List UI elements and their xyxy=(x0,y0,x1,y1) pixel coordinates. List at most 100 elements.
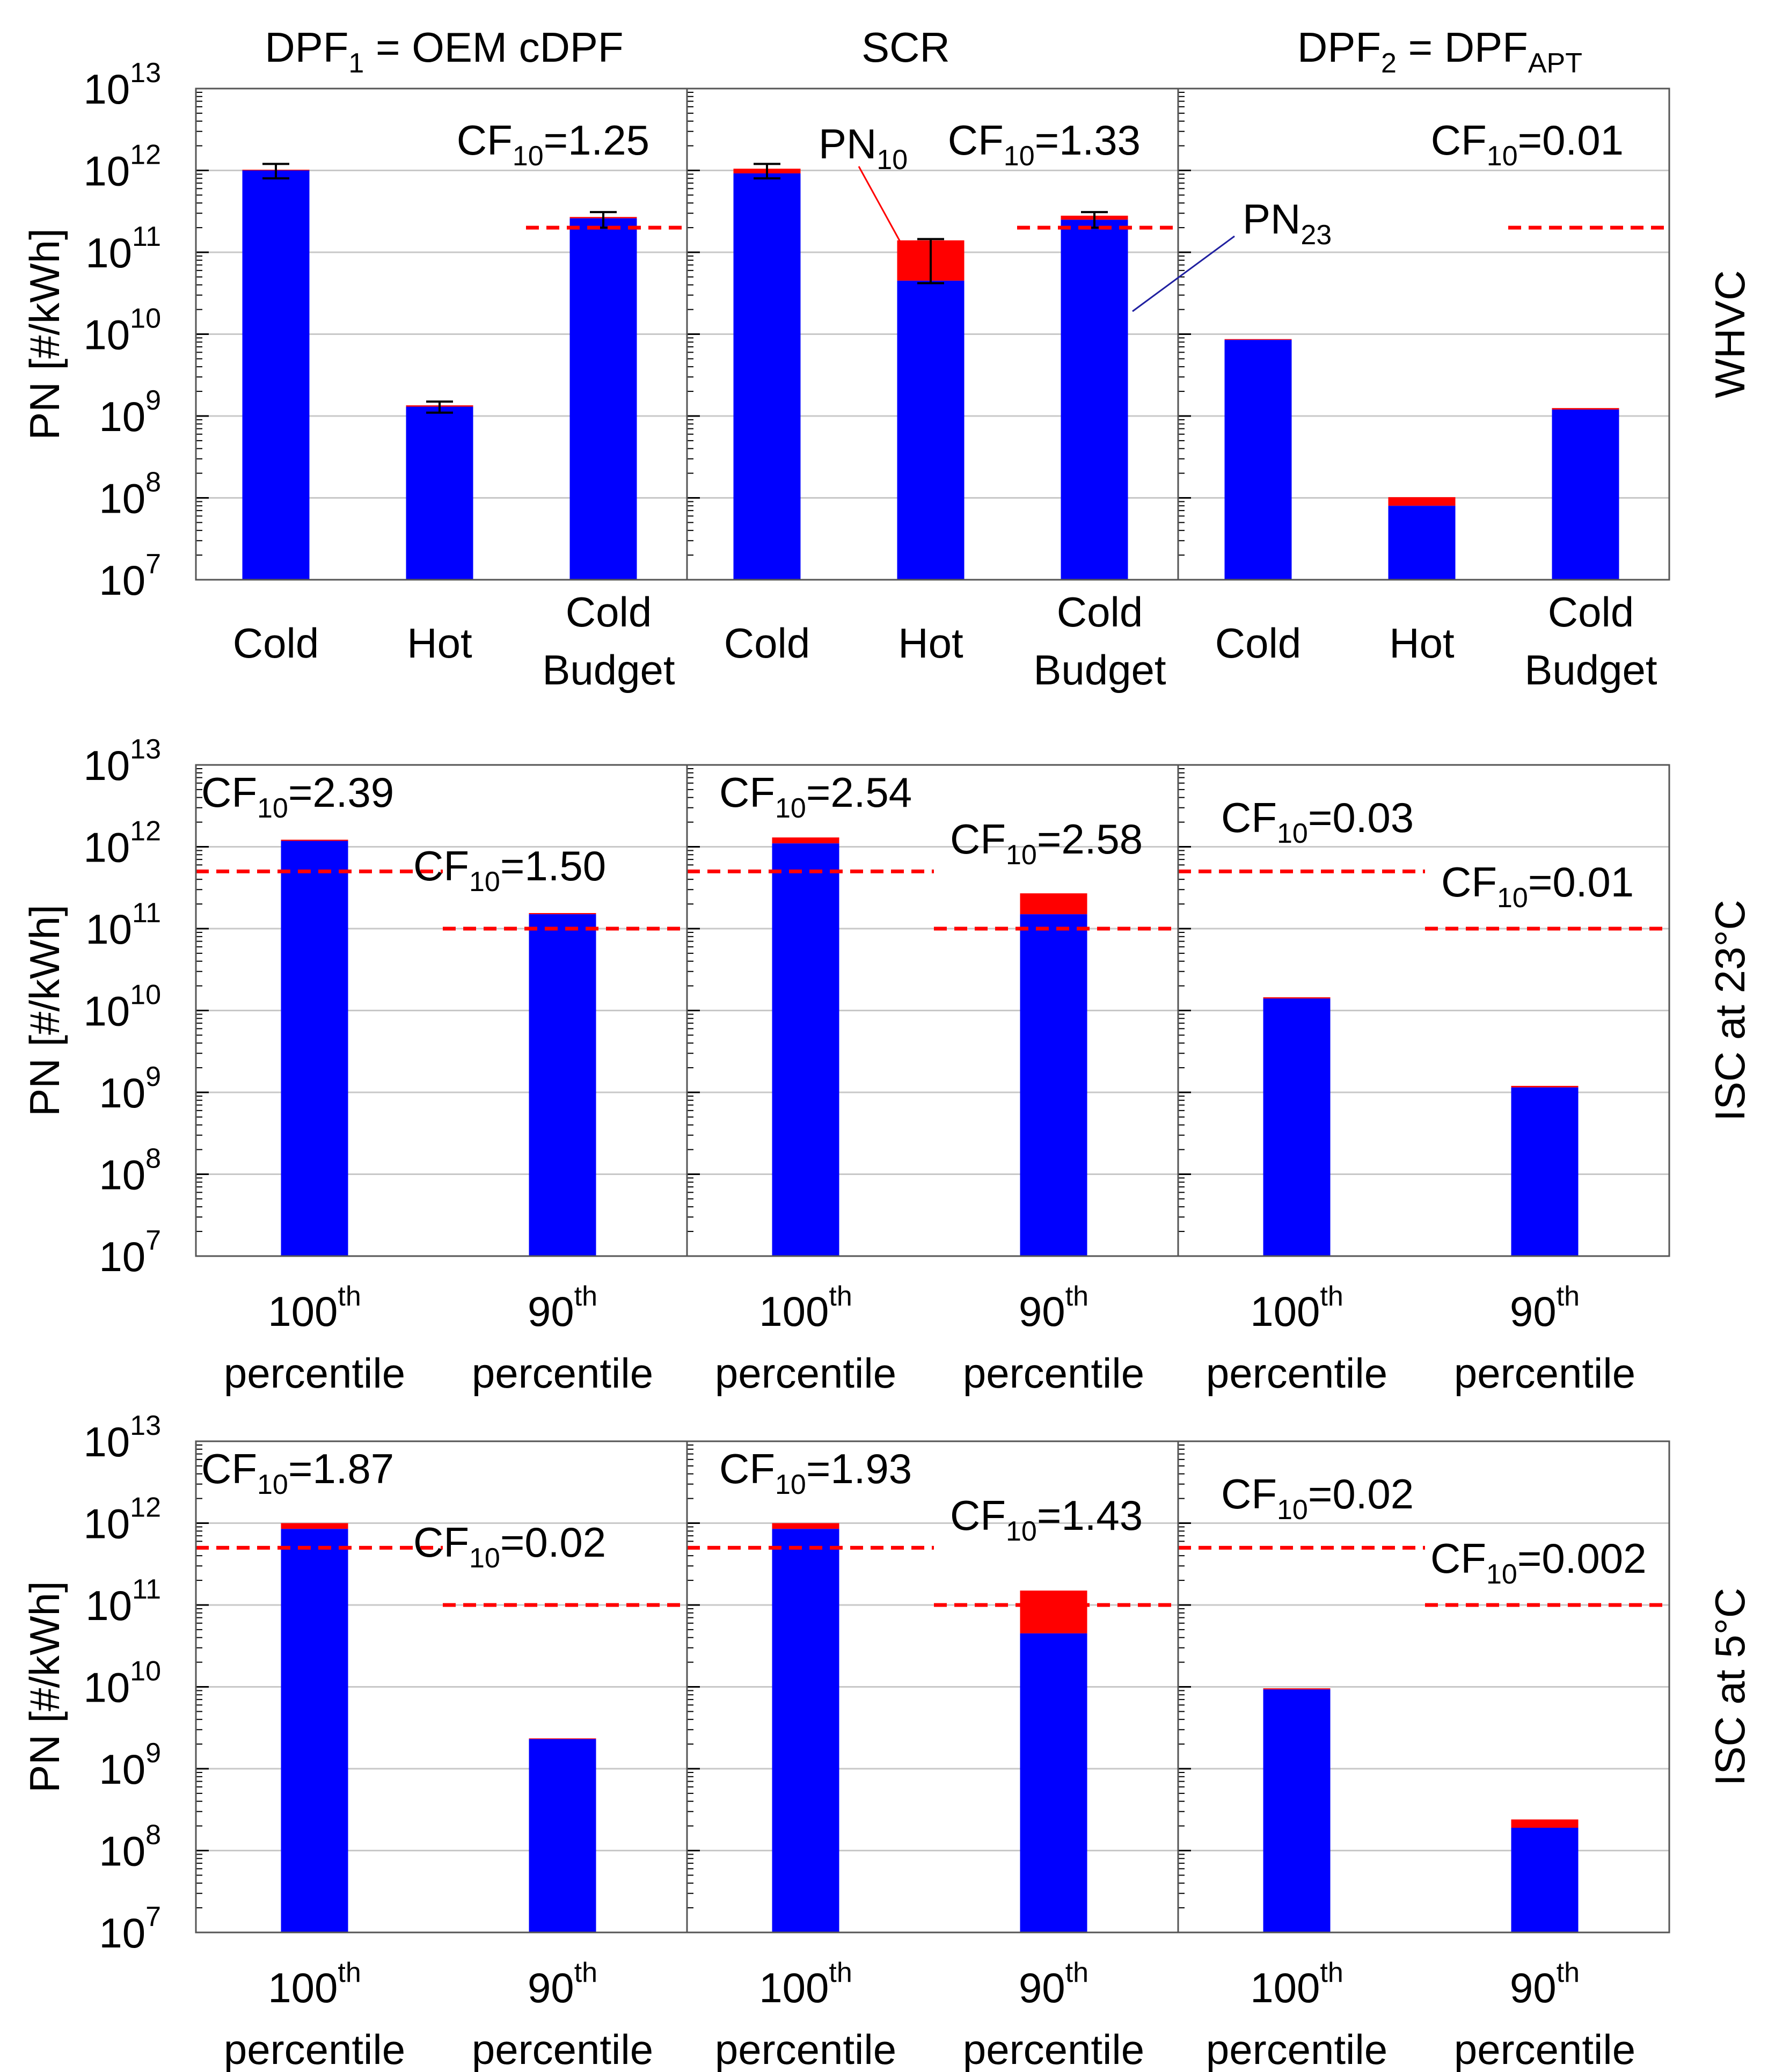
cf-label-base: CF xyxy=(413,842,469,889)
y-tick-label: 1013 xyxy=(83,1410,161,1465)
y-tick-exp: 10 xyxy=(130,1656,161,1687)
category-ordinal: th xyxy=(1320,1281,1343,1312)
row-label: ISC at 5°C xyxy=(1706,1588,1754,1786)
panel-frame xyxy=(1177,764,1670,1257)
y-tick-base: 10 xyxy=(99,1746,145,1793)
category-label: 90th xyxy=(1019,1281,1088,1335)
cf-label-sub: 10 xyxy=(513,141,544,172)
category-label: percentile xyxy=(963,2026,1144,2072)
cf-label-base: CF xyxy=(1221,794,1277,841)
panel-r1-c3 xyxy=(1177,87,1670,581)
cf-label: CF10=1.93 xyxy=(719,1445,912,1500)
cf-label: CF10=2.39 xyxy=(201,769,394,824)
legend-pn23: PN23 xyxy=(1243,195,1332,251)
y-axis-title: PN [#/kWh] xyxy=(21,1581,68,1792)
cf-label-base: CF xyxy=(201,769,257,816)
cf-label-sub: 10 xyxy=(1486,1559,1517,1590)
category-label: 100th xyxy=(759,1281,852,1335)
panel-r1-c2 xyxy=(686,87,1179,581)
category-label: Budget xyxy=(1033,646,1166,694)
cf-label-base: CF xyxy=(457,116,513,164)
y-tick-label: 108 xyxy=(99,1820,161,1875)
category-ordinal: th xyxy=(1065,1957,1088,1988)
y-tick-base: 10 xyxy=(85,1582,132,1629)
category-label: percentile xyxy=(1206,1349,1387,1397)
bar-pn23 xyxy=(1061,220,1128,580)
category-label: percentile xyxy=(715,2026,896,2072)
category-label: percentile xyxy=(715,1349,896,1397)
y-tick-exp: 8 xyxy=(145,1820,161,1851)
row-label: ISC at 23°C xyxy=(1706,900,1754,1121)
cf-label-rest: =2.54 xyxy=(806,769,912,816)
bar-pn23 xyxy=(281,1529,348,1932)
y-tick-exp: 7 xyxy=(145,1901,161,1932)
category-ordinal: th xyxy=(1065,1281,1088,1312)
cf-label-base: CF xyxy=(201,1445,257,1492)
cf-label-base: CF xyxy=(1431,116,1487,164)
cf-label-sub: 10 xyxy=(257,1469,288,1500)
category-label: Cold xyxy=(1548,588,1634,636)
cf-label-rest: =1.43 xyxy=(1037,1492,1143,1539)
cf-label-base: CF xyxy=(1441,858,1497,906)
cf-label-rest: =0.01 xyxy=(1528,858,1634,906)
y-tick-base: 10 xyxy=(83,824,130,871)
y-tick-exp: 9 xyxy=(145,1738,161,1769)
category-ordinal: th xyxy=(1557,1957,1580,1988)
y-tick-exp: 13 xyxy=(130,57,161,89)
category-label: 100th xyxy=(759,1957,852,2011)
bar-pn23 xyxy=(529,914,596,1256)
cf-label-sub: 10 xyxy=(1487,141,1518,172)
bar-pn23 xyxy=(529,1739,596,1932)
column-title-rest: = OEM cDPF xyxy=(364,24,623,71)
cf-label-rest: =0.002 xyxy=(1517,1535,1647,1582)
category-label: 100th xyxy=(268,1281,361,1335)
panel-r2-c3 xyxy=(1177,764,1670,1257)
category-label: 90th xyxy=(1510,1281,1580,1335)
y-tick-label: 109 xyxy=(99,1061,161,1117)
y-tick-base: 10 xyxy=(85,906,132,953)
y-tick-label: 1010 xyxy=(83,980,161,1035)
y-tick-exp: 11 xyxy=(132,898,161,929)
bar-pn23 xyxy=(1020,914,1087,1256)
cf-label: CF10=2.54 xyxy=(719,769,912,824)
y-tick-label: 1012 xyxy=(83,140,161,195)
legend-pn23-base: PN xyxy=(1243,195,1301,243)
category-number: 90 xyxy=(1019,1964,1065,2011)
category-ordinal: th xyxy=(1320,1957,1343,1988)
cf-label-rest: =2.58 xyxy=(1037,815,1143,863)
row-label: WHVC xyxy=(1706,270,1754,398)
y-tick-base: 10 xyxy=(99,475,145,522)
cf-label-sub: 10 xyxy=(1277,818,1308,849)
cf-label-sub: 10 xyxy=(469,1543,500,1574)
legend-pn10-leader xyxy=(858,166,901,242)
category-label: Budget xyxy=(1524,646,1657,694)
category-number: 100 xyxy=(1250,1288,1320,1335)
y-tick-exp: 10 xyxy=(130,303,161,334)
category-number: 100 xyxy=(759,1288,829,1335)
category-label: 100th xyxy=(268,1957,361,2011)
category-label: Cold xyxy=(1057,588,1143,636)
y-tick-base: 10 xyxy=(99,557,145,604)
bar-pn10 xyxy=(772,1523,839,1529)
y-tick-base: 10 xyxy=(99,1909,145,1957)
category-label: percentile xyxy=(963,1349,1144,1397)
panel-frame xyxy=(1177,87,1670,581)
legend-pn10-sub: 10 xyxy=(876,144,908,176)
y-tick-base: 10 xyxy=(83,148,130,195)
column-title-3: DPF2 = DPFAPT xyxy=(1297,24,1582,79)
column-title-base: SCR xyxy=(861,24,950,71)
y-axis-title: PN [#/kWh] xyxy=(21,228,68,440)
cf-label-rest: =2.39 xyxy=(288,769,394,816)
category-label: percentile xyxy=(1206,2026,1387,2072)
cf-label-base: CF xyxy=(948,116,1004,164)
bar-pn23 xyxy=(772,843,839,1256)
y-tick-base: 10 xyxy=(83,65,130,113)
cf-label-base: CF xyxy=(1221,1470,1277,1517)
category-label: 90th xyxy=(528,1957,597,2011)
cf-label-sub: 10 xyxy=(1006,840,1037,871)
bar-pn10 xyxy=(1020,1591,1087,1633)
y-tick-label: 108 xyxy=(99,467,161,522)
cf-label-sub: 10 xyxy=(1497,882,1528,914)
y-tick-base: 10 xyxy=(83,1664,130,1711)
cf-label-sub: 10 xyxy=(775,1469,806,1500)
